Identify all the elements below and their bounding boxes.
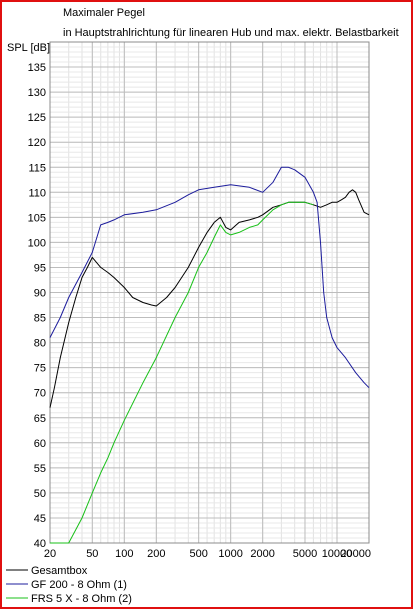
y-tick-label: 50 (34, 488, 46, 500)
y-tick-label: 40 (34, 538, 46, 550)
y-tick-label: 55 (34, 463, 46, 475)
y-tick-label: 110 (28, 187, 46, 199)
x-tick-label: 5000 (293, 548, 317, 560)
y-tick-label: 75 (34, 363, 46, 375)
x-tick-label: 20 (44, 548, 56, 560)
y-tick-label: 130 (28, 87, 46, 99)
legend-label-2: GF 200 - 8 Ohm (1) (31, 579, 127, 591)
y-tick-labels: 40 45 50 55 60 65 70 75 80 85 90 95 100 105 110 115 120 1… (28, 62, 46, 550)
x-tick-label: 10000 (322, 548, 353, 560)
y-tick-label: 60 (34, 438, 46, 450)
x-tick-label: 2000 (250, 548, 274, 560)
legend-label-3: FRS 5 X - 8 Ohm (2) (31, 593, 132, 605)
y-tick-label: 65 (34, 413, 46, 425)
x-tick-label: 200 (147, 548, 165, 560)
chart-title: Maximaler Pegel (63, 7, 145, 19)
y-tick-label: 120 (28, 137, 46, 149)
series-lines (49, 166, 370, 544)
y-tick-label: 45 (34, 513, 46, 525)
plot-area-border (49, 41, 370, 544)
y-tick-label: 125 (28, 112, 46, 124)
y-tick-label: 115 (28, 162, 46, 174)
y-tick-label: 105 (28, 212, 46, 224)
series-line-2 (49, 166, 370, 389)
legend-label-1: Gesamtbox (31, 565, 88, 577)
y-tick-label: 85 (34, 313, 46, 325)
x-tick-label: 50 (86, 548, 98, 560)
y-tick-label: 90 (34, 288, 46, 300)
grid-major (49, 41, 370, 544)
y-tick-label: 135 (28, 62, 46, 74)
series-line-1 (49, 189, 370, 408)
x-tick-label: 1000 (218, 548, 242, 560)
y-tick-label: 100 (28, 237, 46, 249)
y-tick-label: 70 (34, 388, 46, 400)
chart-subtitle: in Hauptstrahlrichtung für linearen Hub … (63, 27, 399, 39)
x-tick-label: 100 (115, 548, 133, 560)
y-tick-label: 95 (34, 262, 46, 274)
series-line-3 (50, 201, 314, 544)
y-axis-label: SPL [dB] (7, 42, 50, 54)
y-tick-label: 80 (34, 338, 46, 350)
x-tick-label: 500 (189, 548, 207, 560)
legend: Gesamtbox GF 200 - 8 Ohm (1) FRS 5 X - 8 O… (6, 565, 132, 605)
x-tick-label: 20000 (340, 548, 371, 560)
